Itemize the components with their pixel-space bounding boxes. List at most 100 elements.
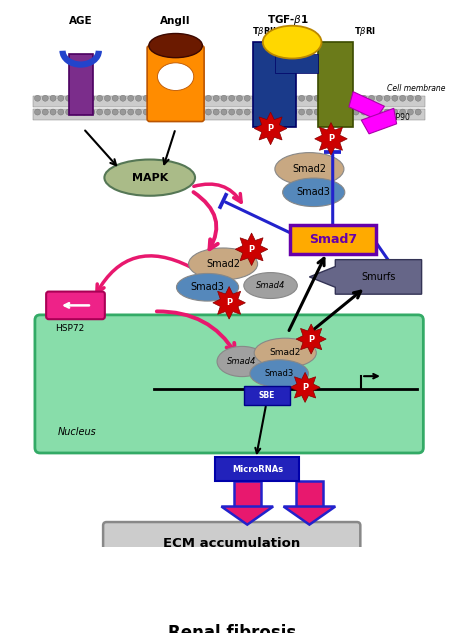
- Circle shape: [81, 95, 87, 101]
- Circle shape: [237, 95, 243, 101]
- Text: P: P: [328, 134, 334, 143]
- Circle shape: [252, 109, 258, 115]
- Circle shape: [58, 95, 64, 101]
- Text: P: P: [248, 245, 255, 254]
- Circle shape: [112, 109, 118, 115]
- Circle shape: [128, 95, 134, 101]
- Ellipse shape: [275, 153, 344, 185]
- Circle shape: [81, 109, 87, 115]
- Bar: [318, 42, 353, 127]
- Circle shape: [353, 109, 359, 115]
- Bar: [275, 54, 318, 73]
- Circle shape: [275, 109, 282, 115]
- Circle shape: [120, 109, 126, 115]
- Text: Nucleus: Nucleus: [57, 427, 96, 437]
- Bar: [296, 482, 323, 506]
- Text: Cell membrane: Cell membrane: [387, 84, 446, 93]
- Circle shape: [50, 109, 56, 115]
- Circle shape: [400, 109, 406, 115]
- Text: Smad3: Smad3: [297, 187, 331, 197]
- Polygon shape: [290, 372, 320, 403]
- Circle shape: [42, 109, 48, 115]
- Circle shape: [345, 109, 351, 115]
- Circle shape: [392, 95, 398, 101]
- Circle shape: [89, 95, 95, 101]
- Text: Smad7: Smad7: [309, 234, 357, 246]
- Text: Smad3: Smad3: [264, 369, 294, 378]
- Circle shape: [190, 109, 196, 115]
- FancyBboxPatch shape: [244, 385, 291, 404]
- Polygon shape: [310, 260, 421, 294]
- Circle shape: [166, 95, 173, 101]
- Circle shape: [213, 109, 219, 115]
- Circle shape: [252, 95, 258, 101]
- FancyBboxPatch shape: [103, 522, 360, 565]
- Bar: [214, 561, 250, 591]
- Circle shape: [198, 109, 204, 115]
- Circle shape: [361, 109, 367, 115]
- Circle shape: [415, 109, 421, 115]
- Bar: [234, 482, 261, 506]
- Circle shape: [35, 109, 41, 115]
- Polygon shape: [235, 233, 268, 266]
- Circle shape: [345, 95, 351, 101]
- Circle shape: [104, 95, 110, 101]
- Circle shape: [205, 109, 211, 115]
- FancyBboxPatch shape: [46, 292, 105, 319]
- Circle shape: [337, 95, 344, 101]
- Circle shape: [376, 109, 383, 115]
- Ellipse shape: [217, 346, 267, 377]
- Text: Smurfs: Smurfs: [361, 272, 396, 282]
- FancyBboxPatch shape: [97, 608, 368, 633]
- Text: P: P: [226, 298, 232, 307]
- Circle shape: [400, 95, 406, 101]
- Circle shape: [159, 109, 165, 115]
- Circle shape: [407, 109, 413, 115]
- Circle shape: [244, 109, 250, 115]
- Text: AngII: AngII: [160, 16, 191, 26]
- Circle shape: [213, 95, 219, 101]
- Circle shape: [228, 95, 235, 101]
- Circle shape: [330, 109, 336, 115]
- Circle shape: [244, 95, 250, 101]
- Circle shape: [376, 95, 383, 101]
- Circle shape: [42, 95, 48, 101]
- Circle shape: [35, 95, 41, 101]
- Circle shape: [283, 95, 289, 101]
- Bar: [253, 42, 296, 127]
- Text: P: P: [302, 383, 308, 392]
- Circle shape: [182, 95, 188, 101]
- Circle shape: [291, 109, 297, 115]
- Text: P: P: [267, 124, 273, 133]
- Circle shape: [306, 95, 312, 101]
- Ellipse shape: [283, 178, 345, 206]
- Polygon shape: [361, 108, 397, 134]
- Circle shape: [65, 109, 72, 115]
- Polygon shape: [221, 506, 273, 525]
- Circle shape: [151, 95, 157, 101]
- Text: Smad2: Smad2: [270, 348, 301, 358]
- Polygon shape: [315, 123, 347, 155]
- Ellipse shape: [176, 273, 238, 301]
- Ellipse shape: [189, 248, 257, 280]
- Circle shape: [174, 109, 181, 115]
- Circle shape: [299, 95, 305, 101]
- Circle shape: [384, 95, 390, 101]
- Ellipse shape: [244, 273, 297, 299]
- Text: T$\beta$RI: T$\beta$RI: [354, 25, 376, 38]
- Circle shape: [306, 109, 312, 115]
- Circle shape: [361, 95, 367, 101]
- Circle shape: [198, 95, 204, 101]
- Circle shape: [384, 109, 390, 115]
- Text: Smad4: Smad4: [256, 281, 285, 290]
- Text: HSP72: HSP72: [55, 323, 84, 332]
- Text: MicroRNAs: MicroRNAs: [232, 465, 283, 474]
- Ellipse shape: [263, 26, 321, 58]
- Circle shape: [275, 95, 282, 101]
- Ellipse shape: [149, 34, 202, 58]
- Text: Renal fibrosis: Renal fibrosis: [168, 624, 296, 633]
- Circle shape: [291, 95, 297, 101]
- Circle shape: [267, 95, 273, 101]
- Text: T$\beta$RII: T$\beta$RII: [252, 25, 276, 38]
- Bar: [69, 54, 93, 115]
